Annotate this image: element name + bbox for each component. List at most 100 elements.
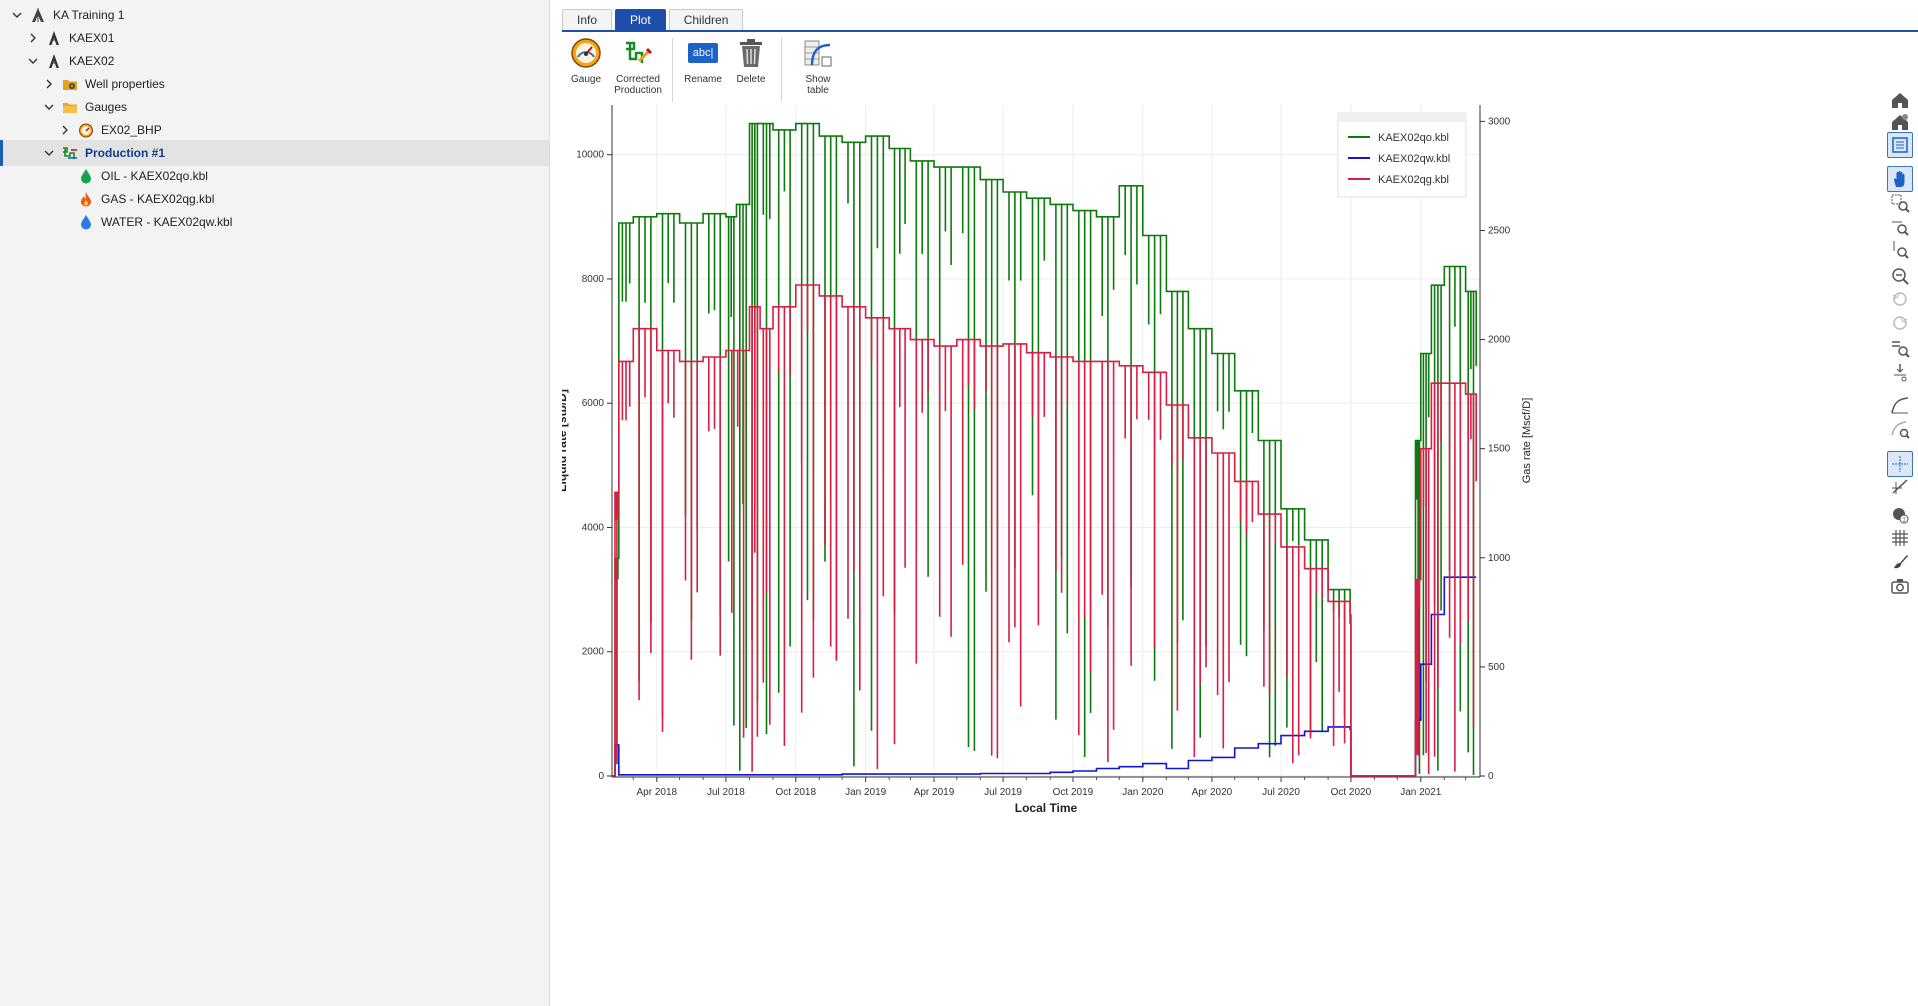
folder-icon: [62, 99, 78, 115]
y-tick-label: 4000: [582, 522, 605, 533]
zoom-out-tool-button[interactable]: [1887, 263, 1913, 289]
tab-children[interactable]: Children: [668, 9, 744, 30]
zoom-y-icon: [1893, 241, 1909, 259]
well-icon: [46, 30, 62, 46]
x-tick-label: Oct 2019: [1053, 787, 1094, 798]
production-rate-chart[interactable]: 0 2000 4000 6000 8000 10000 0 500 1000 1500 2000 25…: [562, 105, 1882, 1005]
curve-tool-button[interactable]: [1887, 392, 1913, 418]
legend-zoom-icon: [1892, 341, 1910, 358]
show-table-button[interactable]: Show table: [788, 36, 848, 106]
slope-icon: [1892, 479, 1908, 494]
y2-tick-label: 2500: [1488, 225, 1511, 236]
tree-item-kaex01[interactable]: KAEX01: [0, 25, 549, 51]
legend-panel-tool-button[interactable]: [1887, 132, 1913, 158]
zoom-y-tool-button[interactable]: [1887, 236, 1913, 262]
series-line-kaex02qw-kbl[interactable]: [612, 576, 1477, 777]
ribbon-toolbar: Gauge Corrected Production abc| Rename: [562, 36, 848, 106]
series-group: [612, 122, 1477, 777]
chevron-down-icon[interactable]: [42, 146, 56, 160]
tree-item-ex02-bhp[interactable]: EX02_BHP: [0, 117, 549, 143]
tab-plot[interactable]: Plot: [615, 9, 666, 30]
tree-item-water-kaex02qw-kbl[interactable]: WATER - KAEX02qw.kbl: [0, 209, 549, 235]
gauge-label: Gauge: [570, 74, 602, 85]
tree-item-kaex02[interactable]: KAEX02: [0, 48, 549, 74]
undo-zoom-tool-button[interactable]: [1887, 286, 1913, 312]
zoom-out-icon: [1892, 268, 1909, 285]
gauge-button[interactable]: Gauge: [562, 36, 610, 106]
tab-underline: [562, 30, 1918, 32]
annotate-tool-button[interactable]: 1: [1887, 502, 1913, 528]
tree-item-label: Production #1: [85, 146, 166, 160]
pan-hand-icon: [1894, 170, 1905, 187]
chevron-down-icon[interactable]: [10, 8, 24, 22]
camera-tool-button[interactable]: [1887, 573, 1913, 599]
home-reset-tool-button[interactable]: [1887, 109, 1913, 135]
chevron-right-icon[interactable]: [42, 77, 56, 91]
corrected-production-button[interactable]: Corrected Production: [610, 36, 666, 106]
tree-item-label: Well properties: [85, 77, 165, 91]
legend-header: [1338, 113, 1466, 122]
tab-info[interactable]: Info: [562, 9, 613, 30]
project-tree-panel: KA Training 1 KAEX01 KAEX02 Well properties…: [0, 0, 550, 1006]
show-table-icon: [801, 36, 835, 70]
slope-tool-button[interactable]: [1887, 473, 1913, 499]
tree-item-well-properties[interactable]: Well properties: [0, 71, 549, 97]
tree-item-gas-kaex02qg-kbl[interactable]: GAS - KAEX02qg.kbl: [0, 186, 549, 212]
chevron-right-icon[interactable]: [26, 31, 40, 45]
crosshair-tool-button[interactable]: [1887, 451, 1913, 477]
reset-scale-tool-button[interactable]: [1887, 359, 1913, 385]
gauge-icon: [78, 122, 94, 138]
legend-label: KAEX02qw.kbl: [1378, 153, 1450, 165]
legend-box: [1337, 112, 1467, 198]
rename-button[interactable]: abc| Rename: [679, 36, 727, 106]
x-tick-label: Jul 2018: [707, 787, 745, 798]
svg-text:1: 1: [1902, 518, 1906, 524]
y-tick-label: 2000: [582, 647, 605, 658]
home-tool-button[interactable]: [1887, 87, 1913, 113]
redo-zoom-icon: [1893, 316, 1908, 330]
well-icon: [46, 53, 62, 69]
chart-legend[interactable]: KAEX02qo.kbl KAEX02qw.kbl KAEX02qg.kbl: [1337, 112, 1467, 198]
legend-label: KAEX02qg.kbl: [1378, 174, 1449, 186]
chevron-right-icon[interactable]: [58, 123, 72, 137]
redo-zoom-tool-button[interactable]: [1887, 310, 1913, 336]
tree-item-oil-kaex02qo-kbl[interactable]: OIL - KAEX02qo.kbl: [0, 163, 549, 189]
project-icon: [30, 7, 46, 23]
plot-area-group: 0 2000 4000 6000 8000 10000 0 500 1000 1500 2000 25…: [562, 105, 1533, 815]
curve-zoom-tool-button[interactable]: [1887, 416, 1913, 442]
series-line-kaex02qg-kbl[interactable]: [612, 284, 1477, 777]
x-tick-label: Jul 2019: [984, 787, 1022, 798]
box-zoom-icon: [1891, 194, 1910, 213]
x-tick-label: Apr 2019: [914, 787, 955, 798]
grid-tool-button[interactable]: [1887, 525, 1913, 551]
series-line-kaex02qo-kbl[interactable]: [612, 122, 1477, 777]
x-tick-label: Apr 2020: [1192, 787, 1233, 798]
legend-zoom-tool-button[interactable]: [1887, 335, 1913, 361]
zoom-x-tool-button[interactable]: [1887, 213, 1913, 239]
show-table-label: Show table: [805, 74, 831, 96]
chevron-spacer: [58, 192, 72, 206]
chevron-down-icon[interactable]: [42, 100, 56, 114]
chevron-spacer: [58, 169, 72, 183]
rename-icon: abc|: [686, 36, 720, 70]
legend-panel-icon: [1892, 137, 1908, 153]
box-zoom-tool-button[interactable]: [1887, 190, 1913, 216]
corrected-production-icon: [621, 36, 655, 70]
tree-item-label: KA Training 1: [53, 8, 125, 22]
tree-item-label: Gauges: [85, 100, 128, 114]
curve-zoom-icon: [1891, 421, 1910, 439]
y-tick-label: 6000: [582, 398, 605, 409]
toolbar-separator: [672, 38, 673, 102]
y2-tick-label: 2000: [1488, 335, 1511, 346]
tree-item-ka-training-1[interactable]: KA Training 1: [0, 2, 549, 28]
pan-hand-tool-button[interactable]: [1887, 166, 1913, 192]
chevron-down-icon[interactable]: [26, 54, 40, 68]
water-drop-icon: [78, 214, 94, 230]
tree-item-production-1[interactable]: Production #1: [0, 140, 549, 166]
brush-tool-button[interactable]: [1887, 549, 1913, 575]
tree-item-gauges[interactable]: Gauges: [0, 94, 549, 120]
delete-button[interactable]: Delete: [727, 36, 775, 106]
crosshair-icon: [1892, 456, 1908, 472]
tree-item-label: WATER - KAEX02qw.kbl: [101, 215, 233, 229]
toolbar-separator: [781, 38, 782, 102]
